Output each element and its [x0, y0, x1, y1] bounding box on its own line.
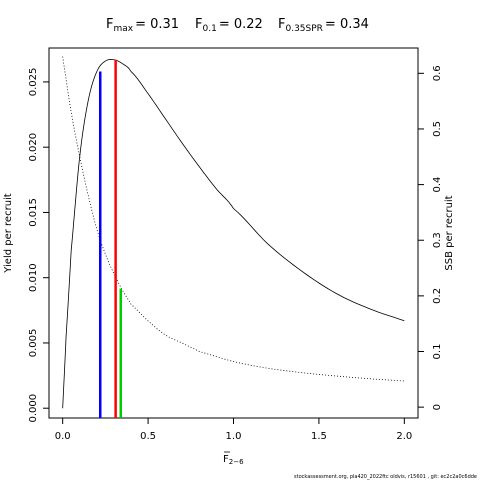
y-left-tick-label: 0.000 [28, 394, 39, 423]
y-right-tick-label: 0.5 [432, 121, 443, 137]
x-axis-label: F2−6 [223, 454, 244, 466]
x-axis-title: F2−6 [223, 451, 244, 466]
title-f01: F0.1 = 0.22 [195, 17, 263, 34]
reference-lines [99, 59, 122, 418]
chart-title: Fmax = 0.31 F0.1 = 0.22 F0.35SPR = 0.34 [106, 17, 369, 34]
y-left-tick-label: 0.015 [28, 198, 39, 227]
y-axis-left-label: Yield per recruit [3, 193, 14, 274]
title-fspr: F0.35SPR = 0.34 [278, 17, 369, 34]
y-axis-left: 0.000 0.005 0.010 0.015 0.020 0.025 [28, 68, 49, 423]
y-left-tick-label: 0.020 [28, 133, 39, 162]
y-right-tick-label: 0.3 [432, 232, 443, 248]
ssb-per-recruit-line [62, 56, 405, 382]
title-fmax: Fmax = 0.31 [106, 17, 179, 34]
plot-frame [48, 47, 419, 419]
x-axis: 0.0 0.5 1.0 1.5 2.0 [55, 418, 412, 442]
x-tick-label: 1.0 [226, 431, 242, 442]
y-right-tick-label: 0 [432, 404, 443, 410]
y-right-tick-label: 0.1 [432, 344, 443, 360]
y-right-tick-label: 0.2 [432, 288, 443, 304]
series-layer [62, 56, 405, 409]
y-right-tick-label: 0.6 [432, 65, 443, 81]
footer-note: stockassessment.org, pla420_2022ftc oldv… [294, 474, 477, 480]
y-axis-right-label: SSB per recruit [444, 195, 455, 270]
y-left-tick-label: 0.005 [28, 329, 39, 358]
x-tick-label: 1.5 [311, 431, 327, 442]
y-left-tick-label: 0.010 [28, 263, 39, 292]
yield-per-recruit-line [62, 59, 405, 409]
x-tick-label: 2.0 [396, 431, 412, 442]
x-tick-label: 0.5 [140, 431, 156, 442]
y-left-tick-label: 0.025 [28, 68, 39, 97]
x-tick-label: 0.0 [55, 431, 71, 442]
y-right-tick-label: 0.4 [432, 177, 443, 193]
y-axis-right: 0 0.1 0.2 0.3 0.4 0.5 0.6 [418, 65, 443, 410]
